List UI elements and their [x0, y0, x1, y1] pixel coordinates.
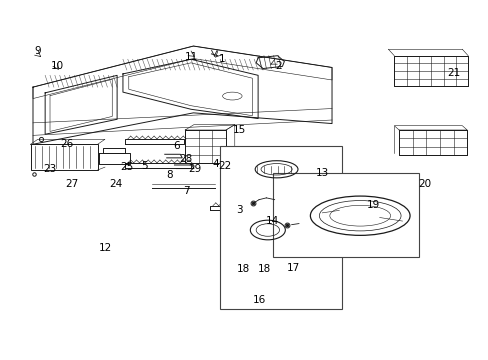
Text: 15: 15 — [233, 125, 246, 135]
Text: 23: 23 — [43, 164, 57, 174]
Text: 14: 14 — [265, 216, 279, 226]
Bar — [398, 130, 466, 155]
Text: 28: 28 — [179, 154, 192, 163]
Text: 18: 18 — [257, 264, 270, 274]
Text: 16: 16 — [252, 295, 265, 305]
Text: 26: 26 — [61, 139, 74, 149]
Text: 11: 11 — [184, 52, 197, 62]
Text: 27: 27 — [65, 179, 79, 189]
Text: 8: 8 — [165, 170, 172, 180]
Text: 13: 13 — [315, 168, 328, 178]
Text: 17: 17 — [286, 262, 299, 273]
Text: 2: 2 — [275, 61, 281, 71]
Text: 20: 20 — [417, 179, 430, 189]
Bar — [185, 130, 225, 163]
Text: 7: 7 — [183, 186, 189, 196]
Bar — [272, 173, 418, 257]
Text: 3: 3 — [236, 205, 243, 215]
Text: 9: 9 — [35, 46, 41, 57]
Bar — [220, 146, 341, 309]
Bar — [30, 144, 98, 170]
Text: 25: 25 — [120, 162, 133, 172]
Text: 21: 21 — [446, 68, 459, 78]
Text: 19: 19 — [366, 200, 379, 210]
Text: 6: 6 — [173, 141, 180, 151]
Text: 4: 4 — [212, 159, 218, 169]
Bar — [393, 56, 467, 86]
Text: 29: 29 — [188, 164, 201, 174]
Text: 1: 1 — [219, 54, 225, 64]
Text: 22: 22 — [218, 161, 231, 171]
Text: 18: 18 — [236, 264, 250, 274]
Text: 5: 5 — [141, 161, 148, 171]
Text: 10: 10 — [51, 61, 64, 71]
Text: 12: 12 — [99, 243, 112, 253]
Text: 24: 24 — [109, 179, 122, 189]
